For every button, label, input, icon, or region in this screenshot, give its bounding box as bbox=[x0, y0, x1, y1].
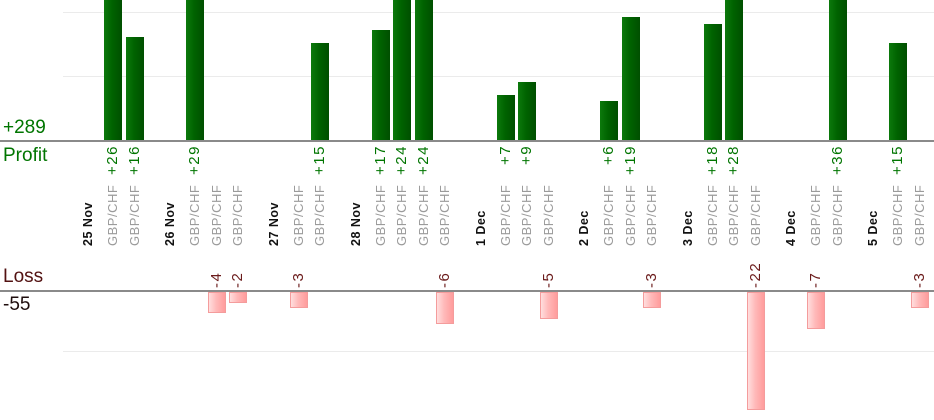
symbol-label: GBP/CHF bbox=[126, 184, 142, 246]
symbol-label: GBP/CHF bbox=[704, 184, 720, 246]
date-label: 25 Nov bbox=[81, 202, 95, 246]
loss-bar bbox=[289, 292, 308, 308]
symbol-label: GBP/CHF bbox=[415, 184, 431, 246]
symbol-label: GBP/CHF bbox=[437, 184, 452, 246]
loss-value-label: -3 bbox=[643, 271, 660, 288]
loss-bar bbox=[229, 292, 247, 303]
loss-bar bbox=[746, 292, 765, 410]
profit-bar bbox=[518, 82, 536, 140]
loss-total: -55 bbox=[3, 294, 31, 315]
symbol-label: GBP/CHF bbox=[497, 184, 513, 246]
loss-bar bbox=[436, 292, 454, 324]
profit-bar bbox=[104, 0, 122, 140]
loss-value-label: -6 bbox=[436, 271, 453, 288]
date-label: 27 Nov bbox=[266, 202, 281, 246]
symbol-label: GBP/CHF bbox=[208, 184, 224, 246]
profit-bar bbox=[496, 95, 515, 140]
date-label: 5 Dec bbox=[866, 210, 880, 246]
symbol-label: GBP/CHF bbox=[890, 184, 905, 246]
symbol-label: GBP/CHF bbox=[312, 184, 327, 246]
profit-gridline bbox=[63, 12, 934, 13]
symbol-label: GBP/CHF bbox=[105, 184, 120, 246]
symbol-label: GBP/CHF bbox=[601, 184, 616, 246]
symbol-label: GBP/CHF bbox=[622, 184, 638, 246]
symbol-label: GBP/CHF bbox=[519, 184, 534, 246]
symbol-label: GBP/CHF bbox=[911, 184, 927, 246]
symbol-label: GBP/CHF bbox=[372, 184, 388, 246]
loss-gridline bbox=[63, 351, 934, 352]
symbol-label: GBP/CHF bbox=[726, 184, 741, 246]
profit-bar bbox=[725, 0, 743, 140]
date-label: 2 Dec bbox=[577, 210, 591, 246]
date-label: 1 Dec bbox=[473, 210, 488, 246]
symbol-label: GBP/CHF bbox=[394, 184, 409, 246]
profit-bar bbox=[393, 0, 411, 140]
symbol-label: GBP/CHF bbox=[747, 184, 763, 246]
profit-bar bbox=[889, 43, 907, 140]
loss-bar bbox=[910, 292, 929, 308]
loss-bar bbox=[539, 292, 558, 319]
profit-bar bbox=[703, 24, 722, 140]
profit-bar bbox=[311, 43, 329, 140]
date-label: 26 Nov bbox=[163, 202, 177, 246]
profit-bar bbox=[828, 0, 847, 140]
profit-bar bbox=[414, 0, 433, 140]
loss-value-label: -7 bbox=[807, 271, 824, 288]
symbol-label: GBP/CHF bbox=[829, 184, 845, 246]
symbol-label: GBP/CHF bbox=[540, 184, 556, 246]
symbol-label: GBP/CHF bbox=[808, 184, 823, 246]
symbol-label: GBP/CHF bbox=[644, 184, 659, 246]
loss-value-label: -3 bbox=[910, 271, 928, 288]
symbol-label: GBP/CHF bbox=[187, 184, 202, 246]
profit-gridline bbox=[63, 76, 934, 77]
loss-axis-line bbox=[0, 290, 934, 292]
profit-axis-title: Profit bbox=[3, 145, 48, 166]
loss-value-label: -22 bbox=[746, 261, 764, 288]
profit-bar bbox=[186, 0, 204, 140]
profit-bar bbox=[125, 37, 144, 140]
profit-total: +289 bbox=[3, 117, 46, 138]
profit-axis-line bbox=[0, 140, 934, 142]
profit-bar bbox=[621, 17, 640, 140]
loss-axis-title: Loss bbox=[3, 266, 44, 287]
loss-value-label: -5 bbox=[539, 271, 557, 288]
symbol-label: GBP/CHF bbox=[290, 184, 306, 246]
date-label: 28 Nov bbox=[348, 202, 363, 246]
loss-bar bbox=[207, 292, 226, 313]
profit-bar bbox=[371, 30, 390, 140]
loss-value-label: -2 bbox=[229, 271, 246, 288]
loss-bar bbox=[807, 292, 825, 329]
loss-value-label: -3 bbox=[289, 271, 307, 288]
date-label: 3 Dec bbox=[680, 210, 695, 246]
loss-value-label: -4 bbox=[207, 271, 225, 288]
loss-bar bbox=[643, 292, 661, 308]
symbol-label: GBP/CHF bbox=[230, 184, 245, 246]
date-label: 4 Dec bbox=[784, 210, 798, 246]
profit-bar bbox=[600, 101, 618, 140]
